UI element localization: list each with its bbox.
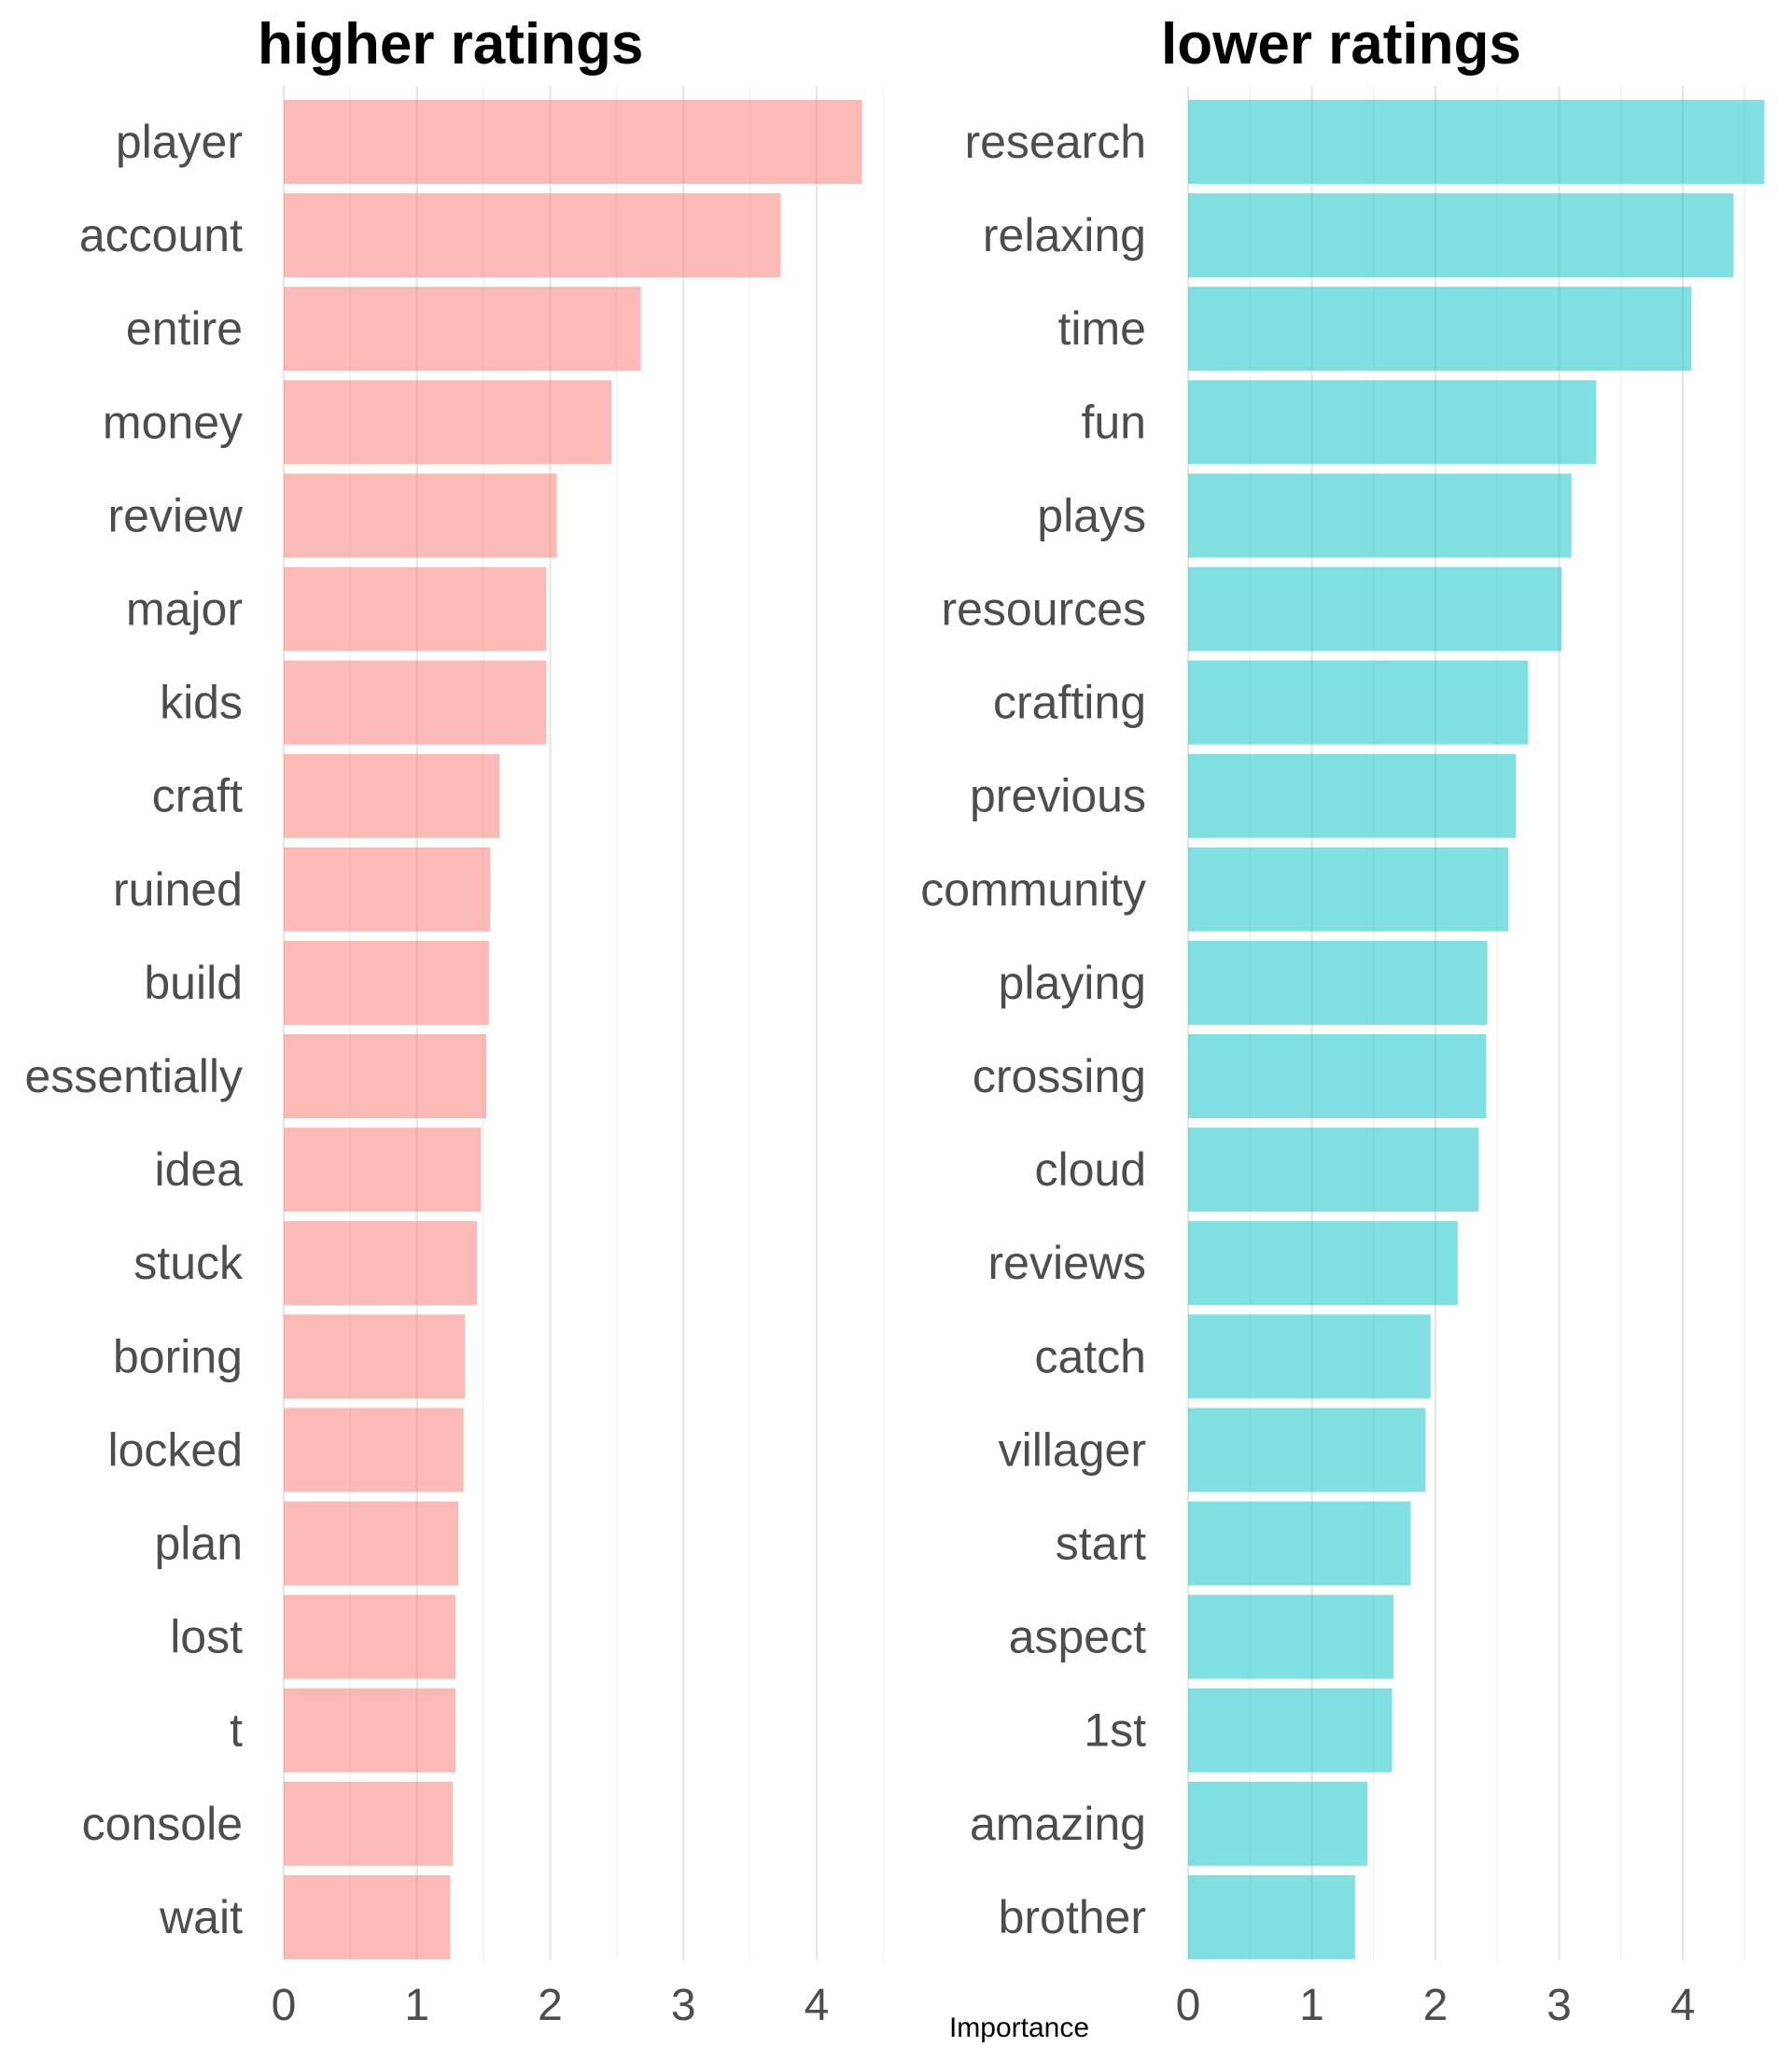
bar-entire	[284, 287, 641, 372]
category-label: catch	[1034, 1330, 1146, 1382]
bar-build	[284, 940, 489, 1025]
category-label: resources	[941, 583, 1146, 636]
category-label: reviews	[988, 1237, 1146, 1289]
bar-start	[1188, 1501, 1411, 1586]
bar-review	[284, 473, 557, 558]
bar-research	[1188, 100, 1765, 184]
bar-stuck	[284, 1221, 477, 1306]
bar-lost	[284, 1594, 456, 1679]
x-tick-label: 0	[1176, 1981, 1201, 2030]
bar-t	[284, 1688, 456, 1773]
panel-lower-ratings: lower ratings research relaxing time fun play…	[920, 12, 1765, 2030]
category-label: amazing	[970, 1798, 1146, 1850]
x-tick-label: 2	[1423, 1981, 1449, 2030]
category-label: wait	[159, 1891, 243, 1943]
bar-essentially	[284, 1034, 486, 1118]
bar-boring	[284, 1314, 466, 1399]
x-tick-label: 2	[538, 1981, 563, 2030]
bar-cloud	[1188, 1128, 1479, 1213]
bar-reviews	[1188, 1221, 1458, 1306]
bar-villager	[1188, 1408, 1426, 1493]
category-label: stuck	[133, 1237, 244, 1289]
x-tick-label: 4	[1671, 1981, 1696, 2030]
panel-title: lower ratings	[1161, 12, 1521, 77]
category-label: craft	[152, 770, 243, 822]
x-tick-label: 1	[1299, 1981, 1324, 2030]
x-axis-label: Importance	[949, 2012, 1089, 2043]
category-label: fun	[1081, 396, 1146, 448]
bar-kids	[284, 660, 547, 745]
category-label: crossing	[973, 1050, 1146, 1102]
category-label: idea	[154, 1143, 243, 1196]
category-label: lost	[170, 1611, 243, 1663]
bar-player	[284, 100, 862, 184]
bar-locked	[284, 1408, 464, 1493]
bar-previous	[1188, 753, 1517, 838]
bar-amazing	[1188, 1781, 1368, 1866]
bar-time	[1188, 287, 1692, 372]
category-label: console	[82, 1798, 243, 1850]
category-label: villager	[999, 1423, 1146, 1476]
category-label: brother	[999, 1891, 1146, 1943]
category-label: research	[964, 116, 1146, 168]
x-tick-label: 0	[272, 1981, 297, 2030]
x-tick-label: 4	[805, 1981, 830, 2030]
bar-console	[284, 1781, 454, 1866]
category-label: kids	[160, 677, 243, 729]
category-label: aspect	[1009, 1611, 1146, 1663]
category-label: cloud	[1034, 1143, 1146, 1196]
category-label: essentially	[25, 1050, 243, 1102]
category-label: plan	[154, 1518, 243, 1570]
bar-catch	[1188, 1314, 1431, 1399]
category-label: playing	[999, 957, 1146, 1009]
bar-playing	[1188, 940, 1488, 1025]
panel-higher-ratings: higher ratings player account entire money re…	[25, 12, 885, 2030]
bar-brother	[1188, 1874, 1355, 1959]
category-label: time	[1058, 302, 1146, 355]
bar-idea	[284, 1128, 482, 1213]
x-tick-label: 3	[1547, 1981, 1572, 2030]
category-label: account	[79, 209, 243, 261]
category-label: boring	[113, 1330, 243, 1382]
x-tick-label: 1	[404, 1981, 429, 2030]
category-label: start	[1056, 1518, 1146, 1570]
category-label: relaxing	[983, 209, 1146, 261]
bar-craft	[284, 753, 500, 838]
bar-resources	[1188, 567, 1562, 652]
category-label: plays	[1037, 489, 1146, 541]
bar-wait	[284, 1874, 451, 1959]
category-label: money	[103, 396, 243, 448]
bar-fun	[1188, 380, 1597, 465]
category-label: review	[108, 489, 244, 541]
category-label: entire	[126, 302, 243, 355]
category-label: ruined	[113, 863, 243, 916]
category-label: t	[230, 1704, 243, 1757]
bar-crossing	[1188, 1034, 1487, 1118]
category-label: major	[126, 583, 243, 636]
category-label: crafting	[993, 677, 1146, 729]
category-label: community	[920, 863, 1146, 916]
bar-plan	[284, 1501, 459, 1586]
category-label: previous	[970, 770, 1146, 822]
bar-ruined	[284, 847, 491, 932]
bar-plays	[1188, 473, 1572, 558]
bar-account	[284, 193, 781, 278]
category-label: player	[116, 116, 243, 168]
bar-relaxing	[1188, 193, 1734, 278]
category-label: locked	[107, 1423, 243, 1476]
category-label: build	[144, 957, 243, 1009]
bar-1st	[1188, 1688, 1393, 1773]
bar-crafting	[1188, 660, 1529, 745]
category-label: 1st	[1084, 1704, 1146, 1757]
x-tick-label: 3	[671, 1981, 696, 2030]
panel-title: higher ratings	[258, 12, 643, 77]
bar-money	[284, 380, 612, 465]
bar-community	[1188, 847, 1509, 932]
bar-aspect	[1188, 1594, 1393, 1679]
bar-major	[284, 567, 547, 652]
